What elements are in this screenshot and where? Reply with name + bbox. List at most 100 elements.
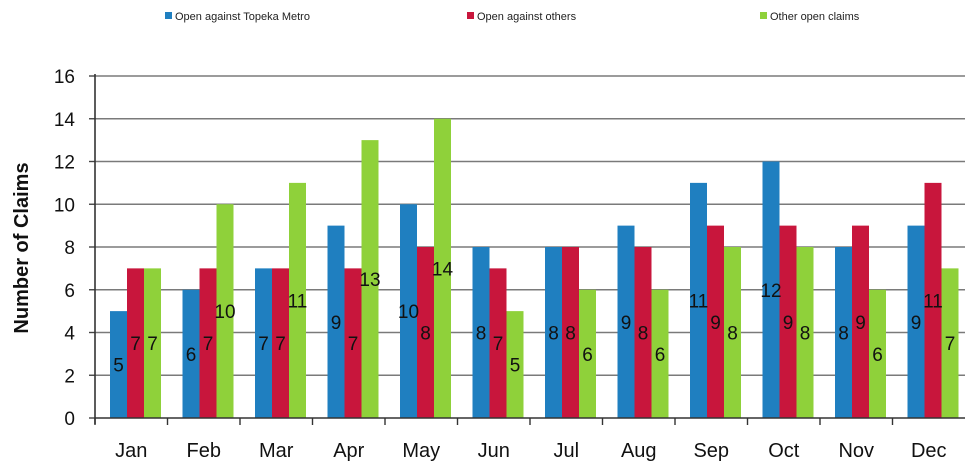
data-label: 9 [855,313,866,334]
data-label: 8 [727,324,738,345]
data-label: 7 [147,334,158,355]
y-tick-label: 8 [64,238,75,259]
y-tick-label: 10 [54,195,75,216]
data-label: 5 [113,356,124,377]
bar-jun-series-2 [489,268,507,418]
x-category-label: Jul [553,440,579,462]
y-tick-label: 14 [54,110,76,131]
bar-may-series-3 [434,118,451,418]
bar-nov-series-3 [869,289,886,418]
bar-jul-series-2 [562,247,579,418]
data-label: 10 [214,302,235,323]
bar-feb-series-3 [216,204,234,418]
data-label: 5 [510,356,521,377]
bar-oct-series-3 [796,247,814,418]
x-category-label: May [402,440,440,462]
y-tick-label: 0 [64,409,75,430]
x-axis-categories: Jan Feb Mar Apr May Jun Jul Aug Sep Oct Nov Dec [94,418,947,462]
legend-label-1: Open against Topeka Metro [175,11,310,23]
data-label: 7 [130,334,141,355]
data-label: 7 [493,334,504,355]
x-category-label: Aug [621,440,657,462]
legend-label-3: Other open claims [770,11,860,23]
x-category-label: Sep [693,440,729,462]
data-label: 12 [760,281,781,302]
bar-mar-series-3 [289,182,306,418]
legend-swatch-2 [467,12,474,19]
data-label: 11 [288,291,308,312]
bar-jan-series-2 [127,268,144,418]
data-label: 8 [565,324,576,345]
y-axis-label: Number of Claims [11,162,33,333]
bar-feb-series-1 [182,289,200,418]
data-label: 7 [258,334,269,355]
bar-feb-series-2 [199,268,217,418]
bar-aug-series-2 [634,247,652,418]
bar-may-series-1 [400,204,417,418]
data-label: 9 [911,313,922,334]
bar-may-series-2 [417,247,434,418]
bar-jun-series-1 [472,247,490,418]
data-label: 11 [689,291,709,312]
data-label: 10 [398,302,419,323]
data-label: 6 [582,345,593,366]
data-label: 9 [331,313,342,334]
data-label: 8 [800,324,811,345]
data-label: 9 [710,313,721,334]
legend-label-2: Open against others [477,11,577,23]
data-label: 8 [548,324,559,345]
bar-jun-series-3 [506,311,524,418]
data-label: 8 [838,324,849,345]
y-tick-label: 2 [64,366,75,387]
bar-apr-series-1 [327,225,345,418]
bar-dec-series-2 [924,182,942,418]
bar-mar-series-1 [255,268,272,418]
data-label: 6 [872,345,883,366]
legend: Open against Topeka Metro Open against ot… [165,11,860,23]
bar-sep-series-1 [690,182,707,418]
data-label: 6 [186,345,197,366]
data-label: 13 [359,270,380,291]
gridlines [95,75,965,376]
data-label: 9 [621,313,632,334]
bars [110,118,959,418]
data-label: 7 [275,334,286,355]
bar-oct-series-2 [779,225,797,418]
bar-sep-series-3 [724,247,741,418]
x-category-label: Mar [259,440,294,462]
x-category-label: Jan [115,440,147,462]
data-label: 7 [945,334,956,355]
y-tick-label: 6 [64,281,75,302]
bar-mar-series-2 [272,268,289,418]
x-category-label: Jun [478,440,510,462]
bar-nov-series-1 [835,247,852,418]
data-label: 8 [476,324,487,345]
data-label: 8 [420,324,431,345]
bar-jul-series-1 [545,247,562,418]
data-label: 9 [783,313,794,334]
x-category-label: Feb [187,440,221,462]
bar-nov-series-2 [852,225,869,418]
bar-dec-series-3 [941,268,959,418]
bar-dec-series-1 [907,225,925,418]
bar-oct-series-1 [762,161,780,418]
y-tick-label: 16 [54,67,75,88]
data-label: 7 [348,334,359,355]
data-label: 11 [923,291,943,312]
legend-swatch-1 [165,12,172,19]
y-axis-ticks: 0 2 4 6 8 10 12 14 16 [54,67,95,430]
bar-apr-series-2 [344,268,362,418]
data-label: 8 [638,324,649,345]
x-category-label: Apr [333,440,364,462]
data-label: 6 [655,345,666,366]
bar-sep-series-2 [707,225,724,418]
bar-apr-series-3 [361,140,379,418]
x-category-label: Nov [838,440,874,462]
bar-aug-series-3 [651,289,669,418]
bar-jan-series-3 [144,268,161,418]
y-tick-label: 4 [64,324,75,345]
bar-aug-series-1 [617,225,635,418]
bar-jul-series-3 [579,289,596,418]
